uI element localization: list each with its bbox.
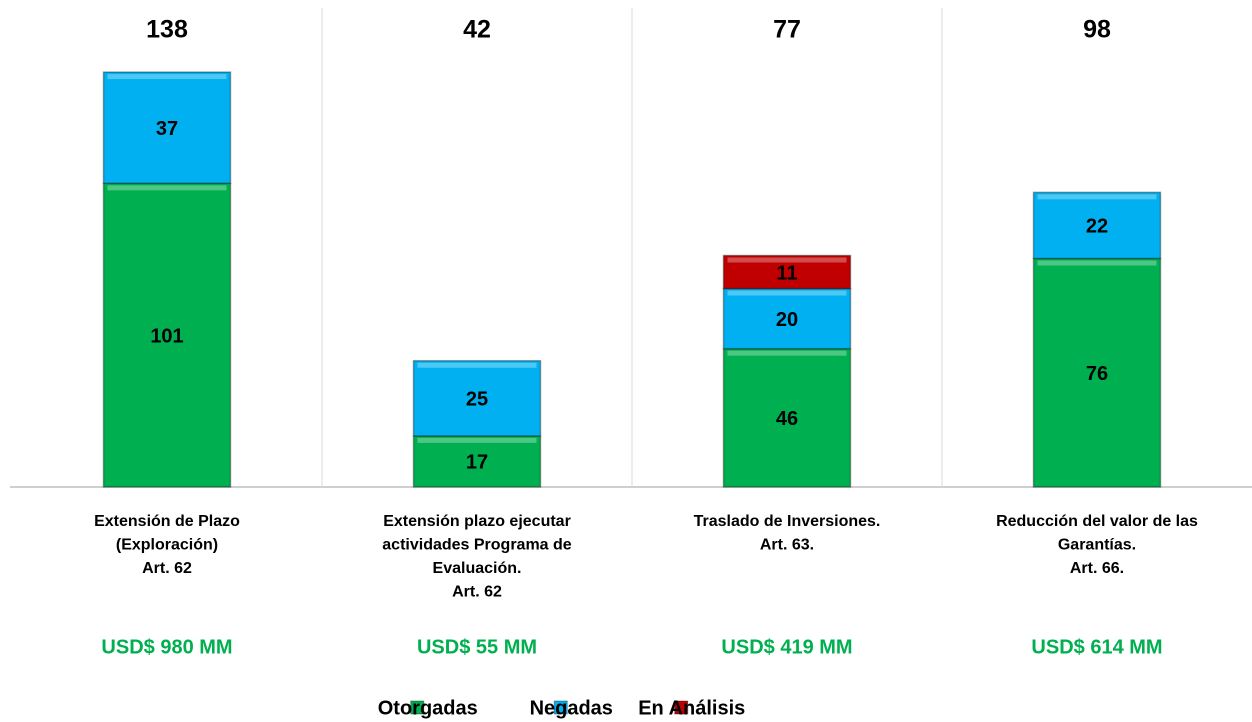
- category-label: Art. 66.: [1070, 560, 1124, 577]
- bar-bevel: [107, 74, 227, 80]
- bar-bevel: [727, 290, 847, 296]
- bar-bevel: [1037, 194, 1157, 200]
- bar-segment: [722, 287, 852, 350]
- total-label: 77: [773, 16, 801, 44]
- legend-marker: [553, 700, 568, 715]
- category-label: Extensión de Plazo: [94, 513, 240, 530]
- bar-segment: [722, 254, 852, 290]
- value-label: 17: [466, 452, 488, 474]
- value-label: 25: [466, 389, 488, 411]
- value-label: 11: [776, 262, 797, 284]
- amount-label: USD$ 614 MM: [1031, 636, 1162, 658]
- bar-segment: [1032, 191, 1162, 260]
- category-label: Traslado de Inversiones.: [694, 513, 881, 530]
- bar-segment: [412, 359, 542, 437]
- bar-segment: [1032, 257, 1162, 488]
- legend-label: Negadas: [530, 697, 613, 719]
- value-label: 20: [776, 309, 798, 331]
- bar-bevel: [107, 185, 227, 191]
- value-label: 101: [150, 325, 183, 347]
- bar-segment: [102, 71, 232, 185]
- legend-label: En Análisis: [638, 697, 745, 719]
- value-label: 22: [1086, 216, 1108, 238]
- bar-segment: [102, 182, 232, 488]
- category-label: Extensión plazo ejecutar: [383, 513, 571, 530]
- category-label: Garantías.: [1058, 537, 1136, 554]
- bar-bevel: [1037, 260, 1157, 266]
- total-label: 138: [146, 16, 188, 44]
- category-label: Art. 62: [452, 584, 502, 601]
- category-label: Reducción del valor de las: [996, 513, 1198, 530]
- value-label: 76: [1086, 363, 1108, 385]
- category-label: actividades Programa de: [382, 537, 572, 554]
- bar-bevel: [727, 257, 847, 263]
- total-label: 98: [1083, 16, 1111, 44]
- category-label: Evaluación.: [433, 560, 522, 577]
- bar-bevel: [727, 350, 847, 356]
- category-label: Art. 62: [142, 560, 192, 577]
- category-label: Art. 63.: [760, 537, 814, 554]
- legend-label: Otorgadas: [378, 697, 478, 719]
- amount-label: USD$ 980 MM: [101, 636, 232, 658]
- bar-segment: [722, 347, 852, 488]
- category-label: (Exploración): [116, 537, 218, 554]
- value-label: 37: [156, 118, 178, 140]
- value-label: 46: [776, 408, 798, 430]
- bar-bevel: [417, 437, 537, 443]
- amount-label: USD$ 419 MM: [721, 636, 852, 658]
- total-label: 42: [463, 16, 491, 44]
- legend-marker: [410, 700, 425, 715]
- amount-label: USD$ 55 MM: [417, 636, 537, 658]
- legend-marker: [674, 700, 689, 715]
- bar-bevel: [417, 362, 537, 368]
